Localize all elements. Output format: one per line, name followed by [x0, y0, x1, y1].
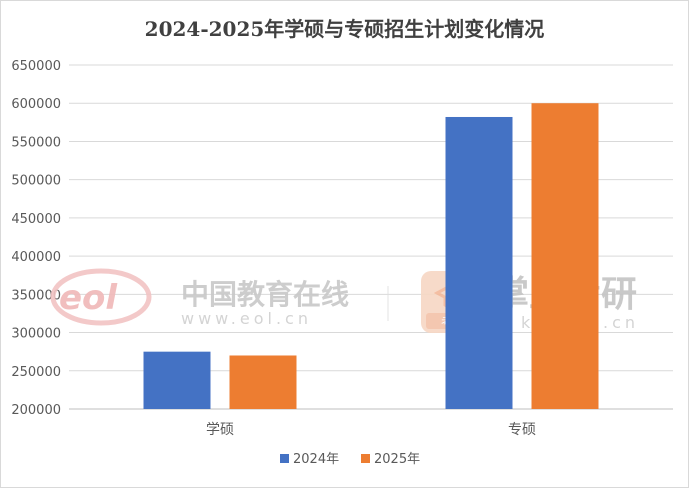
y-tick-label: 350000 [11, 288, 61, 303]
y-tick-label: 200000 [11, 403, 61, 418]
y-tick-label: 600000 [11, 97, 61, 112]
y-axis-ticks: 200000 250000 300000 350000 400000 450000 5000… [11, 59, 61, 418]
eol-name: 中国教育在线 [181, 278, 349, 311]
bar-1-1 [531, 103, 599, 409]
chart-title: 2024-2025年学硕与专硕招生计划变化情况 [144, 17, 545, 41]
legend-label: 2024年 [293, 452, 339, 467]
eol-logo-swoosh [50, 268, 152, 326]
x-axis-categories: 学硕 专硕 [206, 422, 536, 438]
y-tick-label: 300000 [11, 327, 61, 342]
legend-swatch [280, 454, 289, 463]
eol-logo-text: eol [59, 278, 118, 318]
y-tick-label: 500000 [11, 174, 61, 189]
y-tick-label: 550000 [11, 135, 61, 150]
eol-url: www.eol.cn [181, 309, 312, 328]
legend-swatch [361, 454, 370, 463]
legend-label: 2025年 [374, 452, 420, 467]
x-category-label: 学硕 [206, 422, 234, 438]
bar-0-0 [143, 351, 211, 409]
y-tick-label: 400000 [11, 250, 61, 265]
watermark-eol: eol 中国教育在线 www.eol.cn [50, 268, 389, 328]
y-tick-label: 450000 [11, 212, 61, 227]
bar-0-1 [229, 355, 297, 409]
y-tick-label: 650000 [11, 59, 61, 74]
x-category-label: 专硕 [508, 422, 536, 438]
bar-1-0 [445, 116, 513, 409]
bars [143, 103, 599, 409]
legend: 2024年 2025年 [280, 452, 420, 467]
y-tick-label: 250000 [11, 365, 61, 380]
